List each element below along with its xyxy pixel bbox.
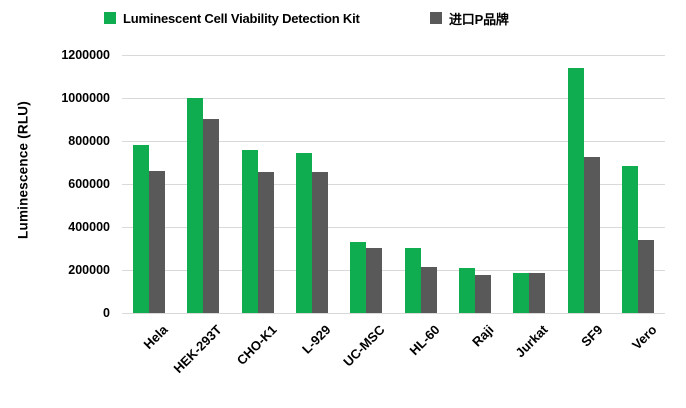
y-tick-label: 800000 xyxy=(68,134,110,148)
bar-green-HEK-293T xyxy=(187,98,203,313)
bar-green-Vero xyxy=(622,166,638,313)
bar-gray-HEK-293T xyxy=(203,119,219,313)
legend-swatch-green xyxy=(104,12,116,24)
bar-green-HL-60 xyxy=(405,248,421,313)
bar-green-CHO-K1 xyxy=(242,150,258,313)
bar-gray-Raji xyxy=(475,275,491,313)
y-tick-label: 1000000 xyxy=(61,91,110,105)
legend-swatch-gray xyxy=(430,12,442,24)
bar-gray-SF9 xyxy=(584,157,600,313)
bar-gray-HL-60 xyxy=(421,267,437,313)
bar-gray-Vero xyxy=(638,240,654,313)
legend-item-import: 进口P品牌 xyxy=(430,10,509,27)
bar-green-Raji xyxy=(459,268,475,313)
legend-item-kit: Luminescent Cell Viability Detection Kit xyxy=(104,10,360,26)
bar-gray-UC-MSC xyxy=(366,248,382,313)
gridline xyxy=(122,184,665,185)
gridline xyxy=(122,55,665,56)
gridline xyxy=(122,227,665,228)
y-tick-label: 0 xyxy=(103,306,110,320)
bar-gray-CHO-K1 xyxy=(258,172,274,313)
gridline xyxy=(122,313,665,314)
plot-area xyxy=(122,55,665,314)
y-tick-label: 400000 xyxy=(68,220,110,234)
gridline xyxy=(122,141,665,142)
bar-green-UC-MSC xyxy=(350,242,366,313)
gridline xyxy=(122,98,665,99)
bar-green-Jurkat xyxy=(513,273,529,313)
bar-gray-Hela xyxy=(149,171,165,313)
bar-gray-Jurkat xyxy=(529,273,545,313)
bar-green-SF9 xyxy=(568,68,584,313)
bar-gray-L-929 xyxy=(312,172,328,313)
bar-green-L-929 xyxy=(296,153,312,313)
y-axis-title: Luminescence (RLU) xyxy=(15,101,31,239)
y-tick-label: 200000 xyxy=(68,263,110,277)
gridline xyxy=(122,270,665,271)
legend-label-import: 进口P品牌 xyxy=(449,11,509,27)
legend-label-kit: Luminescent Cell Viability Detection Kit xyxy=(123,10,360,26)
bar-green-Hela xyxy=(133,145,149,313)
y-tick-label: 600000 xyxy=(68,177,110,191)
y-tick-label: 1200000 xyxy=(61,48,110,62)
